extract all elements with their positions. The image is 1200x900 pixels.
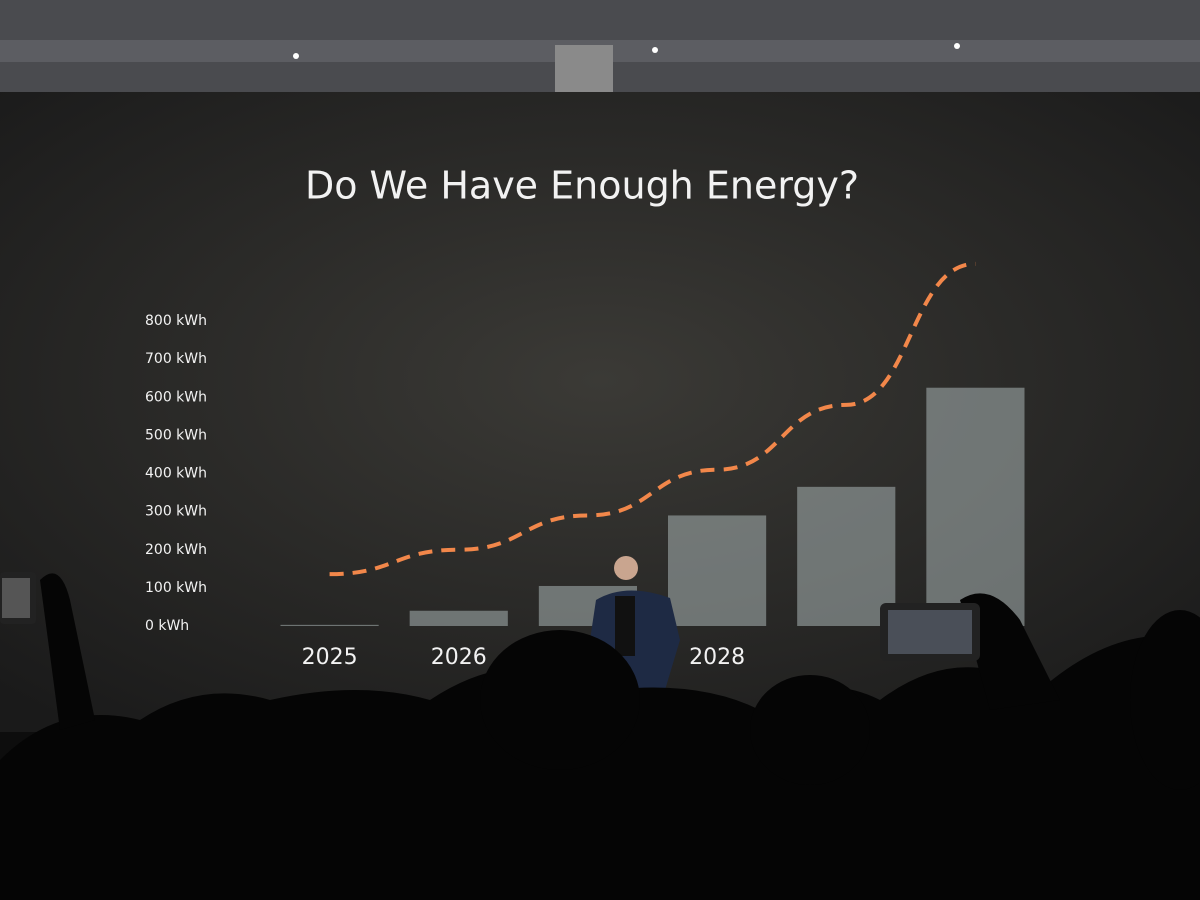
y-tick-label: 800 kWh xyxy=(145,313,207,329)
crowd-silhouette xyxy=(0,635,1200,900)
bar xyxy=(409,610,508,626)
audience xyxy=(0,572,1200,900)
x-tick-label: 2028 xyxy=(689,645,745,670)
ceiling-light xyxy=(293,53,299,59)
speaker-shirt xyxy=(615,596,635,656)
head-silhouette xyxy=(1130,610,1200,790)
arm-silhouette xyxy=(960,593,1060,710)
y-tick-label: 200 kWh xyxy=(145,542,207,558)
head-silhouette xyxy=(480,630,640,770)
bar xyxy=(668,515,767,626)
phone-screen xyxy=(2,578,30,618)
bar xyxy=(926,387,1025,626)
bar xyxy=(797,486,896,626)
trend-line xyxy=(329,261,976,577)
y-tick-label: 100 kWh xyxy=(145,580,207,596)
ceiling-light xyxy=(954,43,960,49)
phone-screen xyxy=(888,610,972,654)
speaker-head xyxy=(614,556,638,580)
y-tick-label: 400 kWh xyxy=(145,466,207,482)
head-silhouette xyxy=(750,675,870,785)
y-tick-label: 700 kWh xyxy=(145,351,207,367)
y-tick-label: 500 kWh xyxy=(145,427,207,443)
x-tick-label: 2025 xyxy=(302,645,358,670)
y-tick-label: 300 kWh xyxy=(145,504,207,520)
x-tick-label: 2026 xyxy=(431,645,487,670)
chart-title: Do We Have Enough Energy? xyxy=(305,164,859,208)
ceiling-light xyxy=(652,47,658,53)
bar xyxy=(280,624,379,626)
y-tick-label: 0 kWh xyxy=(145,618,189,634)
y-tick-label: 600 kWh xyxy=(145,389,207,405)
arm-silhouette xyxy=(40,573,95,730)
